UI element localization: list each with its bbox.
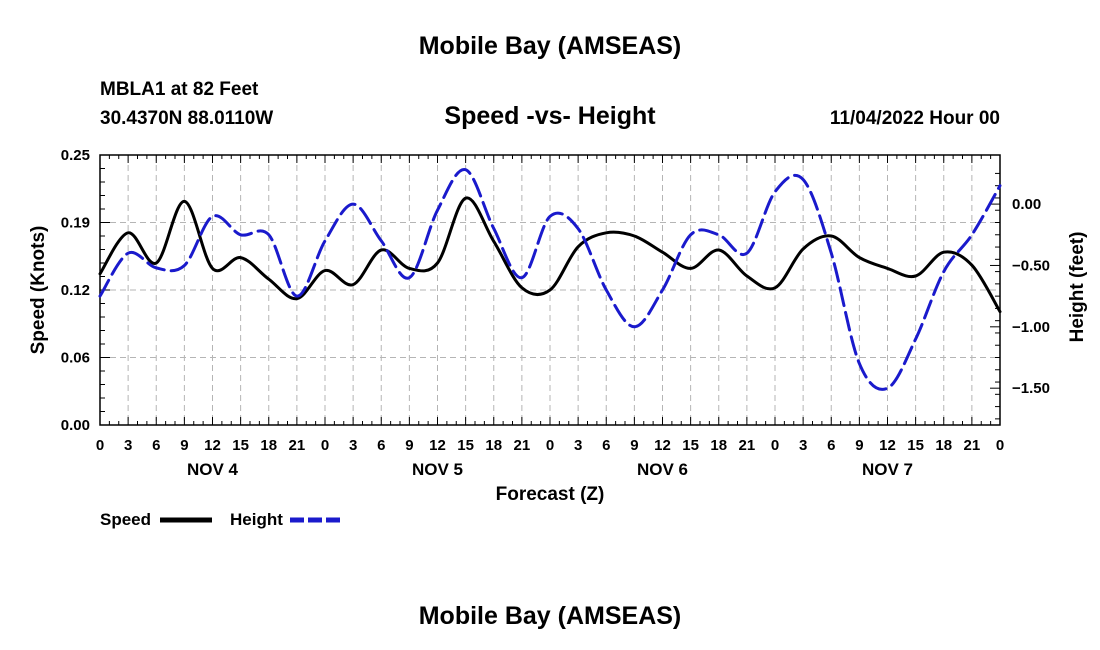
x-tick-label: 3 [574, 437, 582, 454]
x-tick-label: 0 [546, 437, 554, 454]
x-tick-label: 9 [630, 437, 638, 454]
x-tick-label: 18 [260, 437, 277, 454]
day-label: NOV 6 [637, 460, 688, 479]
legend-height-label: Height [230, 510, 283, 529]
x-tick-label: 18 [935, 437, 952, 454]
y-right-tick-labels: 0.00 −0.50 −1.00 −1.50 [1012, 196, 1050, 397]
x-tick-label: 18 [485, 437, 502, 454]
y-right-tick-label: −1.00 [1012, 319, 1050, 336]
y-left-axis-label: Speed (Knots) [28, 226, 49, 355]
y-right-tick-label: −1.50 [1012, 380, 1050, 397]
day-label: NOV 7 [862, 460, 913, 479]
x-tick-label: 6 [377, 437, 385, 454]
x-tick-label: 0 [96, 437, 104, 454]
location-label: 30.4370N 88.0110W [100, 108, 273, 129]
x-tick-label: 9 [405, 437, 413, 454]
x-tick-label: 6 [827, 437, 835, 454]
x-tick-label: 21 [739, 437, 756, 454]
x-tick-label: 3 [124, 437, 132, 454]
y-right-axis-label: Height (feet) [1067, 232, 1088, 343]
timestamp-label: 11/04/2022 Hour 00 [830, 108, 1000, 129]
y-left-tick-label: 0.19 [61, 215, 90, 232]
chart-subtitle: Speed -vs- Height [444, 102, 656, 130]
y-left-tick-label: 0.06 [61, 350, 90, 367]
x-tick-label: 21 [289, 437, 306, 454]
y-left-tick-label: 0.00 [61, 417, 90, 434]
x-tick-label: 3 [349, 437, 357, 454]
x-tick-label: 18 [710, 437, 727, 454]
x-tick-label: 12 [429, 437, 446, 454]
legend-speed-label: Speed [100, 510, 151, 529]
x-tick-label: 0 [771, 437, 779, 454]
station-label: MBLA1 at 82 Feet [100, 79, 259, 100]
plot-frame [99, 154, 1001, 426]
x-tick-label: 21 [964, 437, 981, 454]
series-line-height [98, 168, 1002, 391]
x-tick-label: 0 [996, 437, 1004, 454]
x-tick-label: 15 [457, 437, 474, 454]
x-axis-label: Forecast (Z) [496, 484, 605, 505]
x-tick-label: 12 [879, 437, 896, 454]
x-tick-label: 15 [232, 437, 249, 454]
x-tick-label: 9 [855, 437, 863, 454]
y-right-tick-label: −0.50 [1012, 257, 1050, 274]
x-tick-labels: 0 3 6 9 12 15 18 21 0 3 6 9 12 15 18 21 0 3 6 9 12 15 18 21 0 3 6 9… [96, 437, 1004, 454]
x-tick-label: 15 [682, 437, 699, 454]
x-tick-label: 12 [204, 437, 221, 454]
x-tick-label: 0 [321, 437, 329, 454]
y-left-tick-label: 0.25 [61, 147, 90, 164]
series-lines [98, 168, 1002, 391]
day-labels: NOV 4 NOV 5 NOV 6 NOV 7 [187, 460, 913, 479]
day-label: NOV 5 [412, 460, 463, 479]
x-tick-label: 3 [799, 437, 807, 454]
day-label: NOV 4 [187, 460, 239, 479]
chart-title: Mobile Bay (AMSEAS) [419, 32, 682, 60]
x-tick-label: 15 [907, 437, 924, 454]
x-tick-label: 9 [180, 437, 188, 454]
y-left-tick-label: 0.12 [61, 282, 90, 299]
y-left-tick-labels: 0.00 0.06 0.12 0.19 0.25 [61, 147, 90, 434]
x-tick-label: 21 [514, 437, 531, 454]
footer-title: Mobile Bay (AMSEAS) [419, 602, 682, 630]
y-right-tick-label: 0.00 [1012, 196, 1041, 213]
x-tick-label: 6 [602, 437, 610, 454]
x-tick-label: 12 [654, 437, 671, 454]
legend: Speed Height [100, 510, 342, 529]
x-tick-label: 6 [152, 437, 160, 454]
series-line-speed [98, 196, 1002, 314]
